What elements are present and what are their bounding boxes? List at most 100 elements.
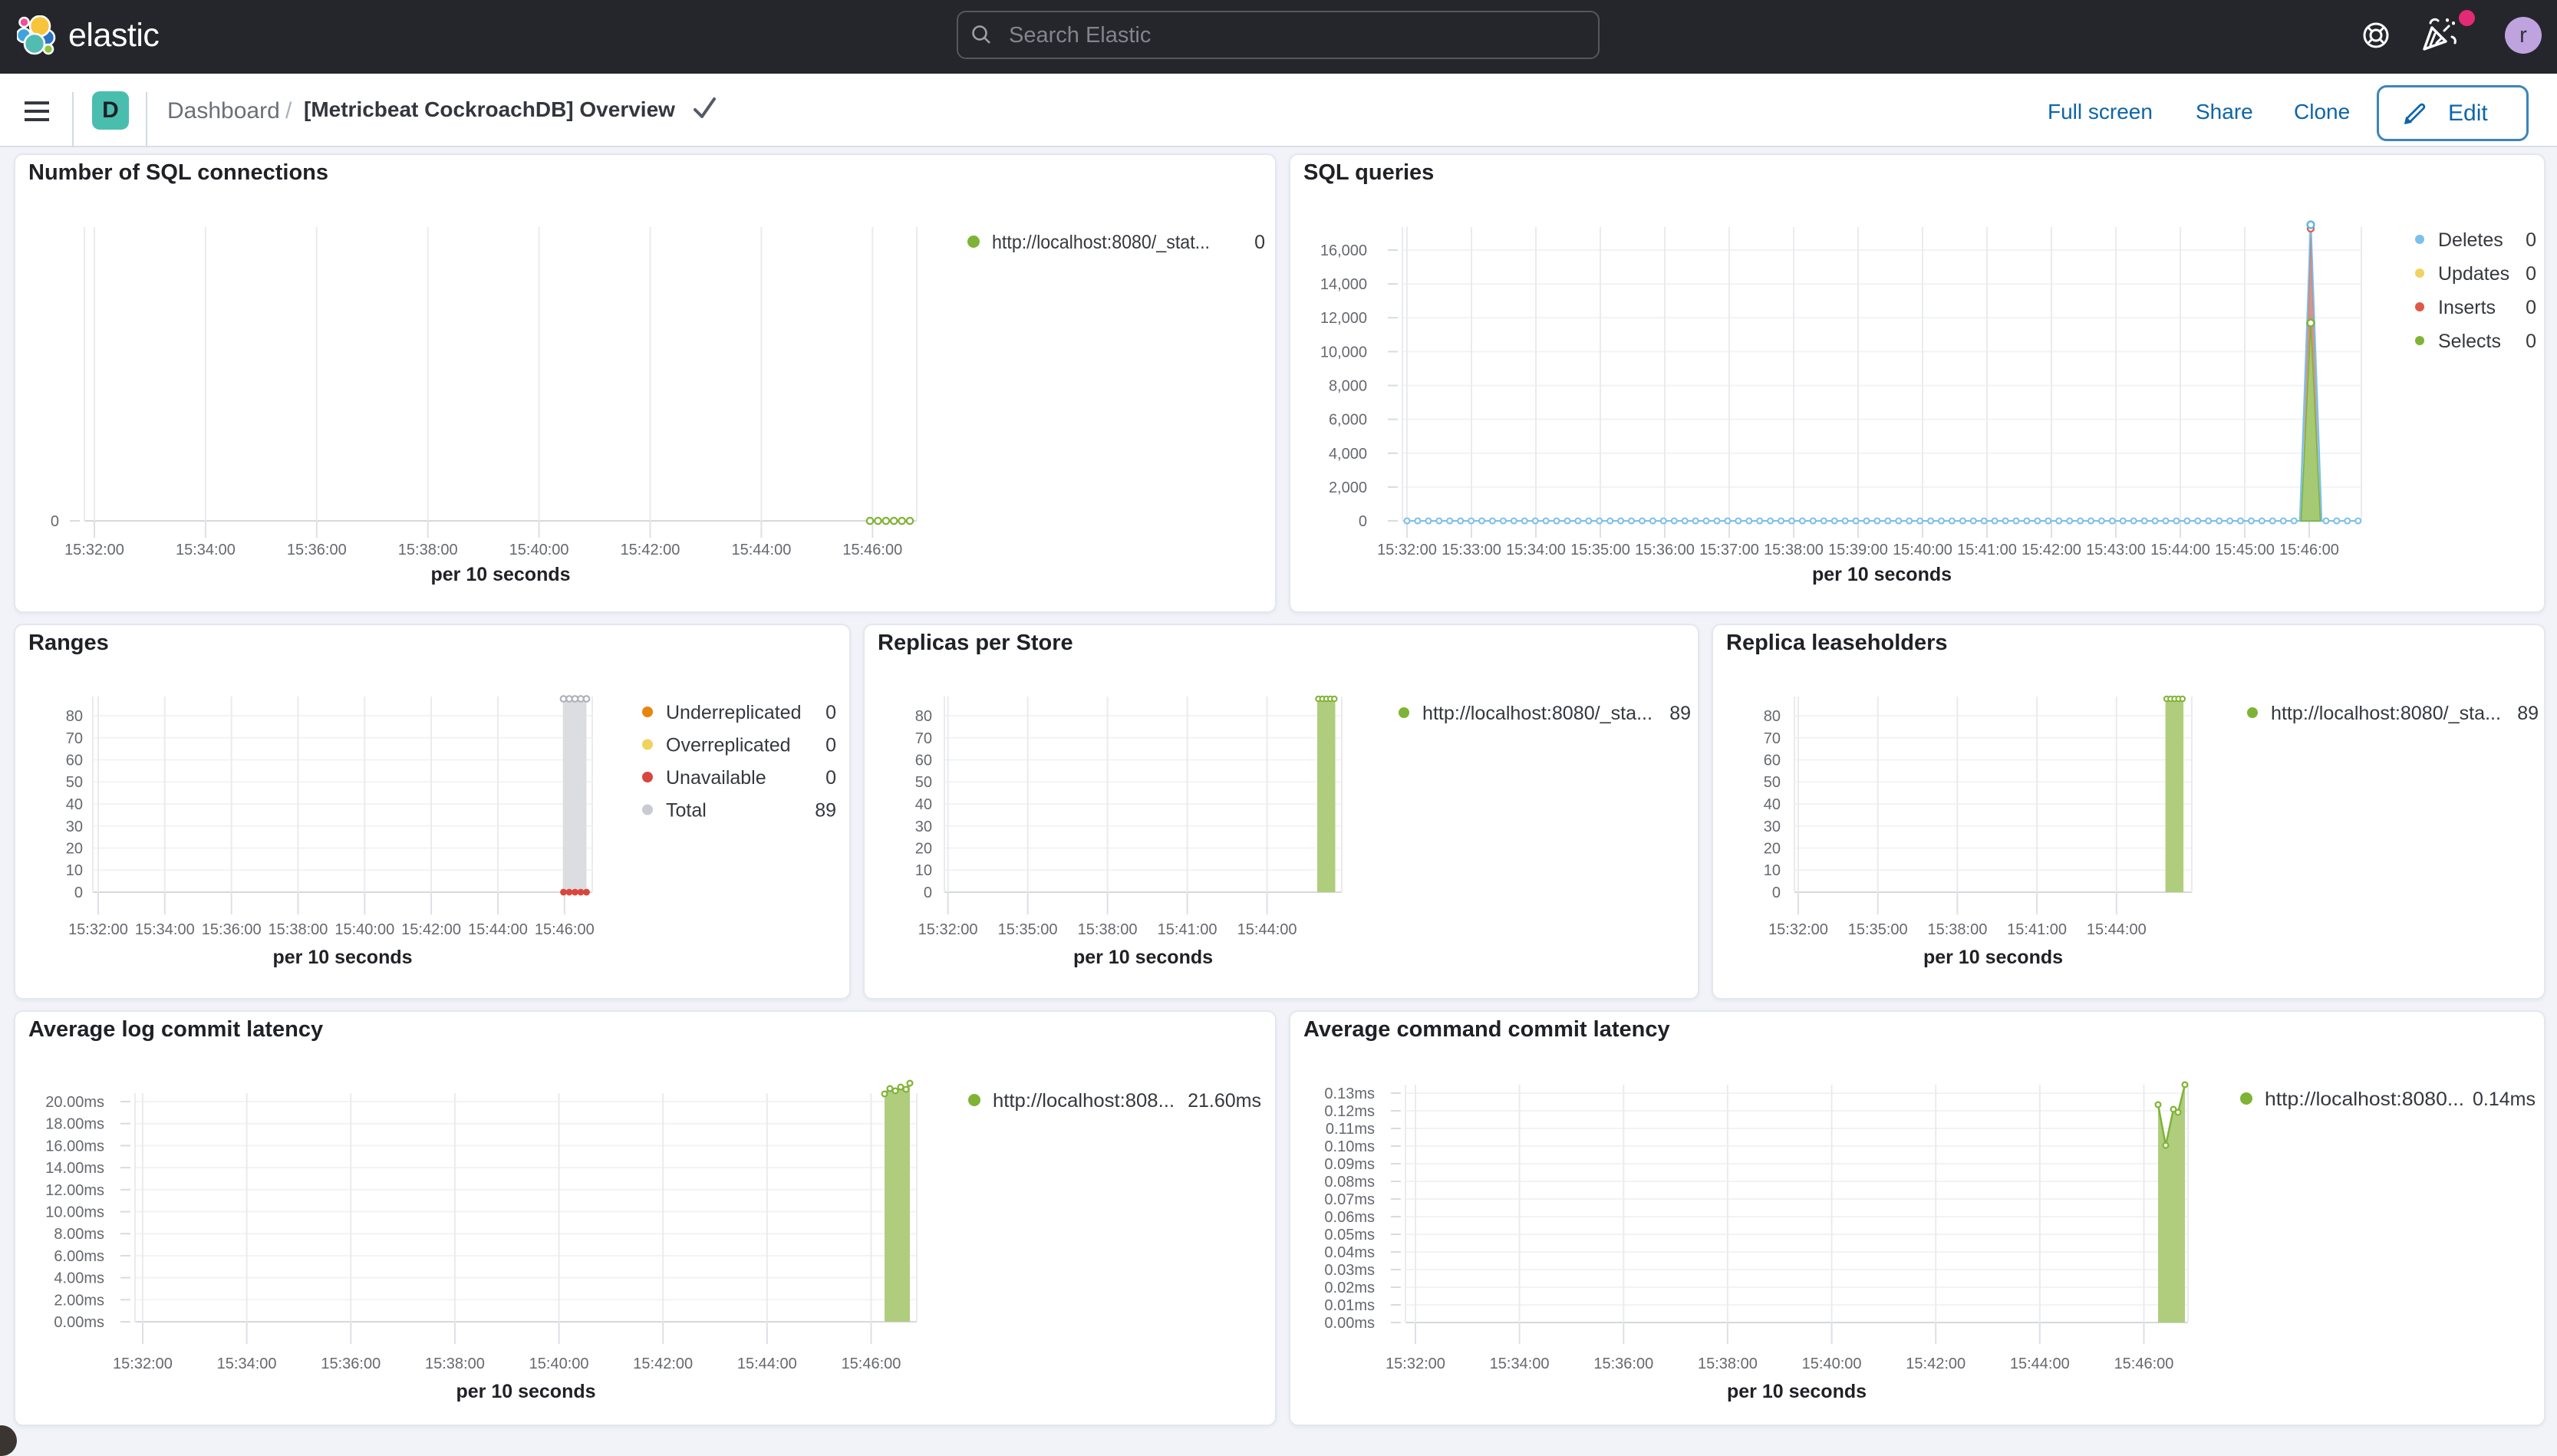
svg-text:15:38:00: 15:38:00 (1764, 542, 1824, 558)
svg-text:20: 20 (1764, 841, 1781, 858)
svg-text:per 10 seconds: per 10 seconds (1923, 947, 2063, 968)
svg-text:15:42:00: 15:42:00 (633, 1356, 693, 1372)
svg-text:0: 0 (74, 884, 83, 901)
svg-text:15:37:00: 15:37:00 (1699, 542, 1759, 558)
svg-text:http://localhost:808...: http://localhost:808... (993, 1090, 1175, 1112)
svg-text:15:46:00: 15:46:00 (535, 921, 595, 938)
svg-text:80: 80 (1764, 708, 1781, 725)
svg-text:per 10 seconds: per 10 seconds (272, 947, 412, 968)
svg-text:15:46:00: 15:46:00 (2114, 1356, 2174, 1372)
svg-text:0: 0 (51, 513, 59, 530)
svg-text:15:32:00: 15:32:00 (1768, 921, 1828, 938)
svg-text:20.00ms: 20.00ms (45, 1094, 104, 1111)
svg-text:15:40:00: 15:40:00 (509, 542, 569, 558)
svg-text:15:41:00: 15:41:00 (1957, 542, 2017, 558)
svg-text:15:44:00: 15:44:00 (2087, 921, 2147, 938)
svg-text:15:35:00: 15:35:00 (1570, 542, 1630, 558)
svg-text:15:34:00: 15:34:00 (135, 921, 195, 938)
svg-text:15:38:00: 15:38:00 (1927, 921, 1987, 938)
svg-text:20: 20 (915, 841, 932, 858)
svg-text:15:42:00: 15:42:00 (1906, 1356, 1966, 1372)
svg-text:Total: Total (666, 800, 707, 822)
svg-text:Unavailable: Unavailable (666, 767, 766, 789)
svg-text:Inserts: Inserts (2438, 297, 2496, 318)
svg-text:15:42:00: 15:42:00 (621, 542, 680, 558)
svg-text:per 10 seconds: per 10 seconds (1073, 947, 1213, 968)
svg-text:0.00ms: 0.00ms (1324, 1315, 1375, 1332)
svg-text:0.03ms: 0.03ms (1324, 1262, 1375, 1279)
svg-text:15:46:00: 15:46:00 (2279, 542, 2339, 558)
svg-text:15:46:00: 15:46:00 (842, 1356, 901, 1372)
svg-text:0: 0 (1254, 232, 1265, 253)
svg-text:http://localhost:8080...: http://localhost:8080... (2265, 1089, 2464, 1110)
svg-text:15:32:00: 15:32:00 (113, 1356, 173, 1372)
svg-text:15:39:00: 15:39:00 (1828, 542, 1888, 558)
svg-text:60: 60 (915, 753, 932, 769)
svg-text:15:44:00: 15:44:00 (1237, 921, 1297, 938)
svg-text:per 10 seconds: per 10 seconds (456, 1381, 595, 1402)
svg-text:0.09ms: 0.09ms (1324, 1156, 1375, 1173)
svg-text:14.00ms: 14.00ms (45, 1160, 104, 1177)
svg-text:Overreplicated: Overreplicated (666, 735, 791, 756)
svg-text:15:44:00: 15:44:00 (468, 921, 528, 938)
svg-text:0.00ms: 0.00ms (54, 1314, 104, 1331)
svg-text:2,000: 2,000 (1329, 479, 1367, 496)
svg-text:0.12ms: 0.12ms (1324, 1103, 1375, 1120)
svg-text:15:38:00: 15:38:00 (269, 921, 328, 938)
svg-text:15:34:00: 15:34:00 (1490, 1356, 1550, 1372)
svg-text:10: 10 (915, 862, 932, 879)
svg-text:60: 60 (66, 753, 83, 769)
svg-text:0.13ms: 0.13ms (1324, 1085, 1375, 1102)
svg-text:0.05ms: 0.05ms (1324, 1227, 1375, 1244)
svg-text:15:46:00: 15:46:00 (842, 542, 902, 558)
svg-text:0.02ms: 0.02ms (1324, 1280, 1375, 1296)
svg-text:10.00ms: 10.00ms (45, 1204, 104, 1221)
svg-text:50: 50 (1764, 774, 1781, 791)
svg-text:15:45:00: 15:45:00 (2215, 542, 2275, 558)
svg-text:http://localhost:8080/_sta...: http://localhost:8080/_sta... (2271, 703, 2501, 724)
svg-text:15:40:00: 15:40:00 (1802, 1356, 1862, 1372)
svg-text:89: 89 (1669, 703, 1691, 724)
svg-text:15:40:00: 15:40:00 (334, 921, 394, 938)
svg-text:30: 30 (1764, 819, 1781, 835)
svg-text:15:44:00: 15:44:00 (737, 1356, 797, 1372)
svg-text:50: 50 (915, 774, 932, 791)
svg-text:http://localhost:8080/_sta...: http://localhost:8080/_sta... (1422, 703, 1652, 724)
svg-text:15:32:00: 15:32:00 (68, 921, 128, 938)
svg-text:Deletes: Deletes (2438, 229, 2503, 251)
svg-text:15:44:00: 15:44:00 (731, 542, 791, 558)
svg-text:6.00ms: 6.00ms (54, 1248, 104, 1265)
svg-text:40: 40 (915, 796, 932, 813)
svg-text:per 10 seconds: per 10 seconds (430, 564, 570, 585)
svg-text:15:42:00: 15:42:00 (401, 921, 461, 938)
svg-text:16,000: 16,000 (1320, 242, 1367, 259)
svg-text:89: 89 (2517, 703, 2539, 724)
svg-text:40: 40 (66, 796, 83, 813)
svg-text:10: 10 (1764, 862, 1781, 879)
svg-text:15:34:00: 15:34:00 (176, 542, 236, 558)
svg-text:0.01ms: 0.01ms (1324, 1297, 1375, 1314)
svg-text:0: 0 (825, 767, 836, 789)
svg-text:15:34:00: 15:34:00 (217, 1356, 277, 1372)
svg-text:15:40:00: 15:40:00 (1893, 542, 1952, 558)
svg-text:70: 70 (1764, 730, 1781, 747)
svg-text:14,000: 14,000 (1320, 276, 1367, 293)
svg-text:0: 0 (1359, 513, 1367, 530)
svg-text:0.04ms: 0.04ms (1324, 1244, 1375, 1261)
svg-text:18.00ms: 18.00ms (45, 1116, 104, 1133)
svg-text:4,000: 4,000 (1329, 446, 1367, 463)
svg-text:0.11ms: 0.11ms (1326, 1121, 1375, 1138)
svg-text:15:32:00: 15:32:00 (1386, 1356, 1445, 1372)
svg-text:10,000: 10,000 (1320, 344, 1367, 361)
svg-text:15:43:00: 15:43:00 (2086, 542, 2146, 558)
svg-text:6,000: 6,000 (1329, 412, 1367, 429)
svg-text:Updates: Updates (2438, 263, 2509, 285)
svg-text:21.60ms: 21.60ms (1188, 1090, 1261, 1112)
svg-text:10: 10 (66, 862, 83, 879)
svg-text:12,000: 12,000 (1320, 310, 1367, 327)
svg-text:15:34:00: 15:34:00 (1506, 542, 1566, 558)
svg-text:30: 30 (915, 819, 932, 835)
svg-text:4.00ms: 4.00ms (54, 1270, 104, 1287)
svg-text:70: 70 (915, 730, 932, 747)
svg-text:15:32:00: 15:32:00 (1377, 542, 1437, 558)
